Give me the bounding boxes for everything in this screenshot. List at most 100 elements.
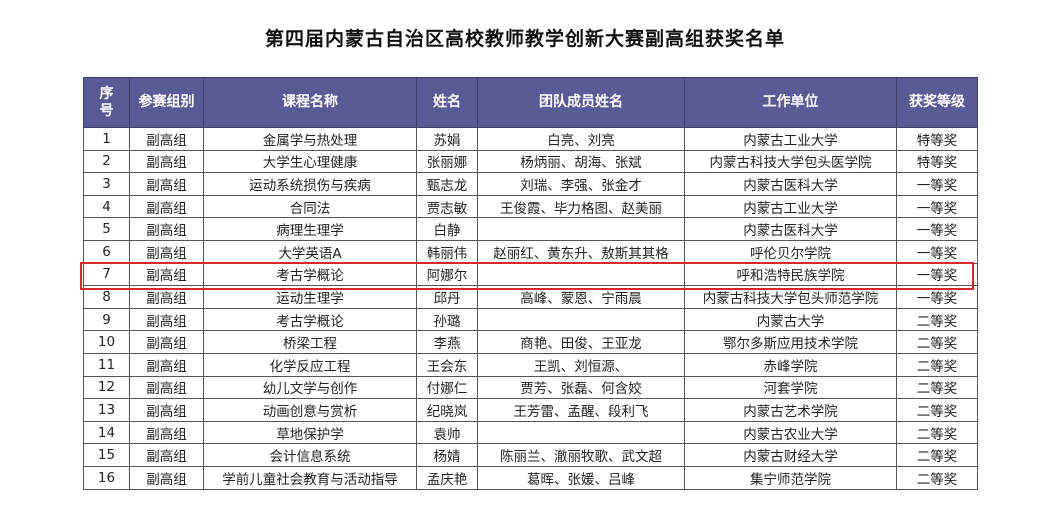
cell-unit: 集宁师范学院 <box>684 465 897 490</box>
cell-course: 学前儿童社会教育与活动指导 <box>203 465 417 490</box>
cell-seq: 7 <box>83 262 130 287</box>
cell-group: 副高组 <box>129 127 204 151</box>
cell-seq: 6 <box>83 239 130 264</box>
cell-team: 王凯、刘恒源、 <box>477 352 685 377</box>
table-row: 7 副高组 考古学概论 阿娜尔 呼和浩特民族学院 一等奖 <box>83 262 978 287</box>
cell-group: 副高组 <box>129 307 204 332</box>
cell-course: 考古学概论 <box>203 262 417 287</box>
table-row: 1 副高组 金属学与热处理 苏娟 白亮、刘亮 内蒙古工业大学 特等奖 <box>83 127 978 151</box>
cell-group: 副高组 <box>129 194 204 219</box>
cell-course: 动画创意与赏析 <box>203 398 417 422</box>
cell-unit: 内蒙古工业大学 <box>684 127 897 151</box>
cell-seq: 16 <box>83 465 130 490</box>
document-title: 第四届内蒙古自治区高校教师教学创新大赛副高组获奖名单 <box>264 28 785 50</box>
cell-team: 商艳、田俊、王亚龙 <box>477 330 685 354</box>
cell-group: 副高组 <box>129 398 204 422</box>
table-row: 14 副高组 草地保护学 袁帅 内蒙古农业大学 二等奖 <box>83 420 978 445</box>
cell-award: 一等奖 <box>896 285 978 309</box>
cell-unit: 内蒙古大学 <box>684 307 897 332</box>
cell-name: 苏娟 <box>416 127 478 151</box>
cell-group: 副高组 <box>129 443 204 467</box>
cell-group: 副高组 <box>129 465 204 490</box>
cell-team: 白亮、刘亮 <box>477 127 685 151</box>
cell-unit: 呼和浩特民族学院 <box>684 262 897 287</box>
cell-award: 二等奖 <box>896 375 978 400</box>
cell-unit: 赤峰学院 <box>684 352 897 377</box>
cell-team: 赵丽红、黄东升、敖斯其其格 <box>477 239 685 264</box>
header-award: 获奖等级 <box>896 77 978 128</box>
cell-name: 白静 <box>416 217 478 241</box>
cell-name: 邱丹 <box>416 285 478 309</box>
cell-name: 李燕 <box>416 330 478 354</box>
cell-group: 副高组 <box>129 285 204 309</box>
cell-team <box>477 217 685 241</box>
cell-seq: 11 <box>83 352 130 377</box>
cell-team: 陈丽兰、澈丽牧歌、武文超 <box>477 443 685 467</box>
cell-team <box>477 420 685 445</box>
table-row: 4 副高组 合同法 贾志敏 王俊霞、毕力格图、赵美丽 内蒙古工业大学 一等奖 <box>83 194 978 219</box>
cell-name: 贾志敏 <box>416 194 478 219</box>
cell-unit: 内蒙古艺术学院 <box>684 398 897 422</box>
table-row: 13 副高组 动画创意与赏析 纪晓岚 王芳雷、孟醒、段利飞 内蒙古艺术学院 二等奖 <box>83 398 978 422</box>
header-seq: 序号 <box>83 77 130 128</box>
cell-group: 副高组 <box>129 420 204 445</box>
cell-team: 贾芳、张磊、何含姣 <box>477 375 685 400</box>
cell-course: 大学生心理健康 <box>203 149 417 174</box>
cell-award: 二等奖 <box>896 330 978 354</box>
cell-name: 孟庆艳 <box>416 465 478 490</box>
cell-seq: 12 <box>83 375 130 400</box>
cell-award: 一等奖 <box>896 194 978 219</box>
cell-unit: 内蒙古财经大学 <box>684 443 897 467</box>
cell-seq: 10 <box>83 330 130 354</box>
cell-group: 副高组 <box>129 375 204 400</box>
cell-seq: 8 <box>83 285 130 309</box>
cell-course: 运动系统损伤与疾病 <box>203 172 417 196</box>
cell-name: 杨婧 <box>416 443 478 467</box>
cell-team <box>477 307 685 332</box>
header-unit: 工作单位 <box>684 77 897 128</box>
cell-course: 会计信息系统 <box>203 443 417 467</box>
cell-seq: 9 <box>83 307 130 332</box>
cell-seq: 3 <box>83 172 130 196</box>
cell-team <box>477 262 685 287</box>
cell-unit: 鄂尔多斯应用技术学院 <box>684 330 897 354</box>
cell-name: 阿娜尔 <box>416 262 478 287</box>
cell-seq: 13 <box>83 398 130 422</box>
cell-group: 副高组 <box>129 262 204 287</box>
cell-course: 合同法 <box>203 194 417 219</box>
cell-team: 王俊霞、毕力格图、赵美丽 <box>477 194 685 219</box>
cell-unit: 内蒙古医科大学 <box>684 172 897 196</box>
cell-unit: 内蒙古医科大学 <box>684 217 897 241</box>
cell-award: 特等奖 <box>896 149 978 174</box>
cell-course: 桥梁工程 <box>203 330 417 354</box>
cell-course: 运动生理学 <box>203 285 417 309</box>
cell-course: 考古学概论 <box>203 307 417 332</box>
table-row: 2 副高组 大学生心理健康 张丽娜 杨炳丽、胡海、张斌 内蒙古科技大学包头医学院 特等奖 <box>83 149 978 174</box>
table-row: 9 副高组 考古学概论 孙璐 内蒙古大学 二等奖 <box>83 307 978 332</box>
cell-name: 袁帅 <box>416 420 478 445</box>
cell-seq: 1 <box>83 127 130 151</box>
cell-award: 一等奖 <box>896 239 978 264</box>
table-row: 11 副高组 化学反应工程 王会东 王凯、刘恒源、 赤峰学院 二等奖 <box>83 352 978 377</box>
table-row: 5 副高组 病理生理学 白静 内蒙古医科大学 一等奖 <box>83 217 978 241</box>
cell-course: 幼儿文学与创作 <box>203 375 417 400</box>
table-row: 10 副高组 桥梁工程 李燕 商艳、田俊、王亚龙 鄂尔多斯应用技术学院 二等奖 <box>83 330 978 354</box>
award-table: 序号 参赛组别 课程名称 姓名 团队成员姓名 工作单位 获奖等级 1 副高组 金属学与热处理 苏娟… <box>83 77 978 490</box>
header-course: 课程名称 <box>203 77 417 128</box>
cell-name: 张丽娜 <box>416 149 478 174</box>
cell-course: 金属学与热处理 <box>203 127 417 151</box>
cell-course: 大学英语A <box>203 239 417 264</box>
cell-award: 二等奖 <box>896 465 978 490</box>
cell-award: 一等奖 <box>896 172 978 196</box>
cell-unit: 内蒙古工业大学 <box>684 194 897 219</box>
cell-team: 杨炳丽、胡海、张斌 <box>477 149 685 174</box>
cell-team: 刘瑞、李强、张金才 <box>477 172 685 196</box>
cell-award: 二等奖 <box>896 443 978 467</box>
table-row: 16 副高组 学前儿童社会教育与活动指导 孟庆艳 葛晖、张媛、吕峰 集宁师范学院 二等奖 <box>83 465 978 490</box>
cell-award: 二等奖 <box>896 352 978 377</box>
cell-award: 特等奖 <box>896 127 978 151</box>
cell-team: 王芳雷、孟醒、段利飞 <box>477 398 685 422</box>
cell-award: 二等奖 <box>896 420 978 445</box>
cell-award: 一等奖 <box>896 262 978 287</box>
cell-course: 病理生理学 <box>203 217 417 241</box>
